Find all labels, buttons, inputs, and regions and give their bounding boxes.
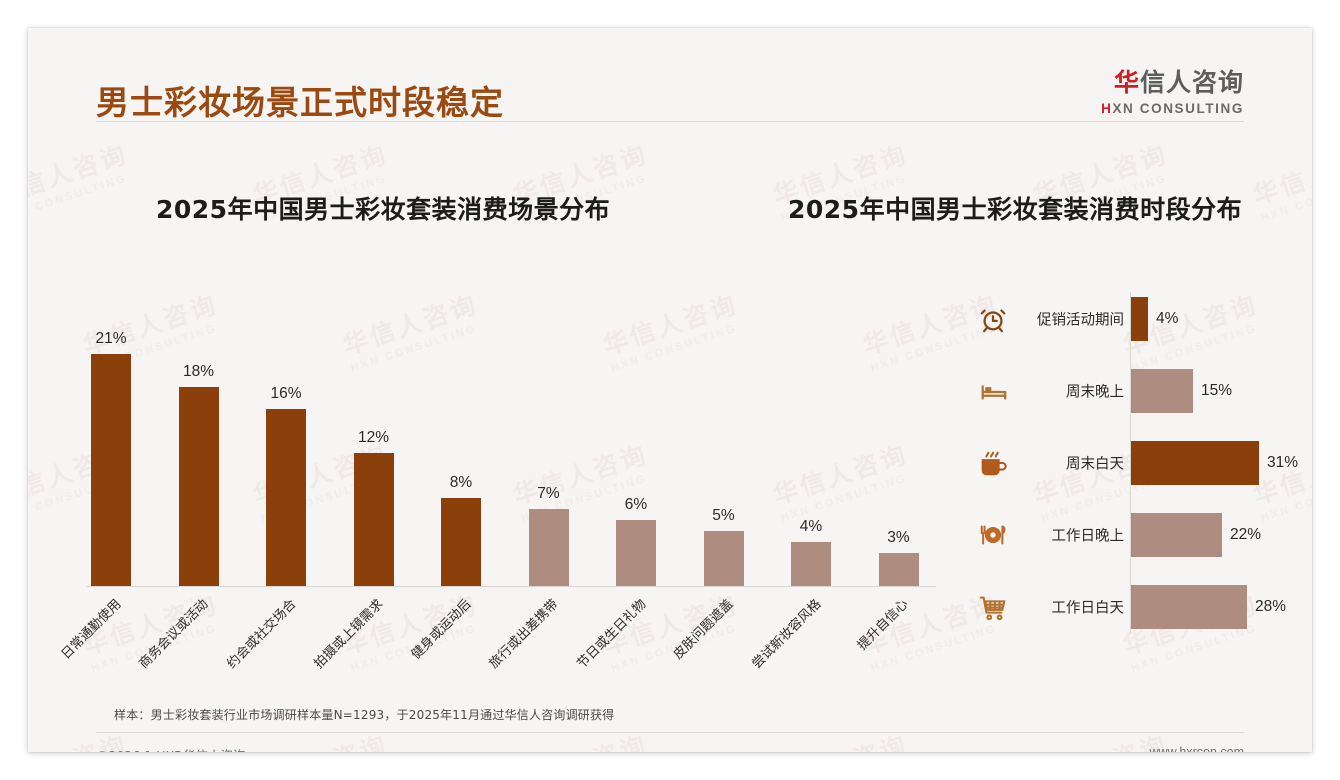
hbar-item[interactable]: 工作日晚上 22% [958,502,1298,568]
vbar-rect[interactable] [791,542,831,586]
vbar-value-label: 12% [357,429,390,446]
brand-logo-cn-rest: 信人咨询 [1139,68,1244,97]
brand-logo-en-highlight: H [1101,101,1113,116]
vbar-rect[interactable] [266,409,306,586]
vbar-category-text: 尝试新妆容风格 [749,596,825,672]
hbar-axis-line [1130,292,1131,634]
vbar-item[interactable]: 6% 节日或生日礼物 [574,496,656,672]
hbar-value-label: 22% [1230,526,1262,543]
vbar-rect[interactable] [91,354,131,586]
source-note: 样本：男士彩妆套装行业市场调研样本量N=1293，于2025年11月通过华信人咨… [114,708,615,722]
vbar-item[interactable]: 21% 日常通勤使用 [59,330,131,663]
hbar-category-label: 周末白天 [1066,456,1124,473]
vbar-category-text: 商务会议或活动 [136,596,212,672]
vbar-rect[interactable] [353,453,394,586]
hbar-item[interactable]: 工作日白天 28% [958,574,1298,640]
vbar-category-text: 拍摄或上镜需求 [311,596,387,672]
vbar-category-text: 约会或社交场合 [224,596,300,672]
vbar-item[interactable]: 18% 商务会议或活动 [137,363,219,672]
vbar-category-text: 日常通勤使用 [58,596,125,663]
page-title: 男士彩妆场景正式时段稳定 [96,83,504,122]
time-distribution-bar-chart: 促销活动期间 4% 周末晚上 15% 周末白天 31% 工作日晚上 22% 工作日白天 28% [958,286,1298,646]
vbar-value-label: 5% [712,507,735,524]
slide-header [28,28,1312,121]
vbar-value-label: 18% [182,363,215,380]
vbar-baseline [86,586,936,587]
brand-logo-cn-highlight: 华 [1113,68,1140,97]
vbar-value-label: 21% [95,330,127,347]
vbar-category-text: 提升自信心 [855,596,912,654]
vbar-item[interactable]: 8% 健身或运动后 [409,474,481,663]
right-chart-title: 2025年中国男士彩妆套装消费时段分布 [788,195,1243,224]
vbar-item[interactable]: 16% 约会或社交场合 [224,385,306,672]
alarm-clock-icon [976,302,1010,336]
brand-logo-cn: 华信人咨询 [1101,70,1244,95]
hbar-value-label: 31% [1267,454,1299,471]
vbar-category-text: 节日或生日礼物 [574,596,650,672]
vbar-value-label: 3% [887,529,910,546]
scene-distribution-bar-chart: 21% 日常通勤使用 18% 商务会议或活动 16% 约会或社交场合 12% 拍摄或上镜需求 8… [59,278,944,678]
hbar-category-label: 工作日晚上 [1051,528,1125,545]
hbar-rect[interactable] [1131,297,1148,341]
vbar-item[interactable]: 4% 尝试新妆容风格 [749,518,831,672]
shopping-cart-icon [976,590,1010,624]
brand-logo: 华信人咨询 HXN CONSULTING [1101,70,1244,116]
brand-logo-en-rest: XN CONSULTING [1112,101,1244,116]
vbar-rect[interactable] [616,520,656,586]
header-divider [96,121,1244,122]
vbar-category-text: 皮肤问题遮盖 [671,596,737,663]
vbar-value-label: 4% [799,518,823,535]
hbar-item[interactable]: 促销活动期间 4% [958,286,1298,352]
vbar-rect[interactable] [178,387,219,586]
vbar-rect[interactable] [528,509,569,586]
hbar-item[interactable]: 周末晚上 15% [958,358,1298,424]
vbar-rect[interactable] [703,531,744,586]
vbar-rect[interactable] [878,553,919,586]
hbar-value-label: 15% [1201,382,1233,399]
hbar-rect[interactable] [1131,441,1259,485]
vbar-rect[interactable] [441,498,481,586]
coffee-cup-icon [976,446,1010,480]
vbar-category-text: 旅行或出差携带 [486,596,562,672]
vbar-category-text: 健身或运动后 [408,596,475,663]
hbar-rect[interactable] [1131,369,1193,413]
hbar-value-label: 4% [1156,310,1179,327]
left-chart-title: 2025年中国男士彩妆套装消费场景分布 [156,195,611,224]
vbar-item[interactable]: 12% 拍摄或上镜需求 [312,429,394,672]
footer-website: www.hxrcon.com [1149,745,1244,752]
hbar-value-label: 28% [1255,598,1287,615]
vbar-value-label: 16% [270,385,302,402]
vbar-value-label: 8% [449,474,473,491]
hbar-category-label: 促销活动期间 [1037,312,1124,329]
vbar-item[interactable]: 7% 旅行或出差携带 [487,485,569,672]
bed-icon [976,374,1010,408]
hbar-item[interactable]: 周末白天 31% [958,430,1298,496]
footer-copyright: ©2026.1 HXR华信人咨询 [96,745,245,752]
vbar-item[interactable]: 3% 提升自信心 [855,529,919,653]
hbar-rect[interactable] [1131,513,1222,557]
footer-divider [96,732,1244,733]
hbar-category-label: 工作日白天 [1051,600,1125,617]
brand-logo-en: HXN CONSULTING [1101,102,1244,116]
vbar-item[interactable]: 5% 皮肤问题遮盖 [671,507,744,663]
vbar-value-label: 7% [537,485,560,502]
vbar-value-label: 6% [624,496,648,513]
hbar-rect[interactable] [1131,585,1247,629]
slide-card: 华信人咨询 HXN CONSULTING 华信人咨询 HXN CONSULTING 华信… [28,28,1312,752]
hbar-category-label: 周末晚上 [1066,384,1124,401]
dinner-plate-icon [976,518,1010,552]
